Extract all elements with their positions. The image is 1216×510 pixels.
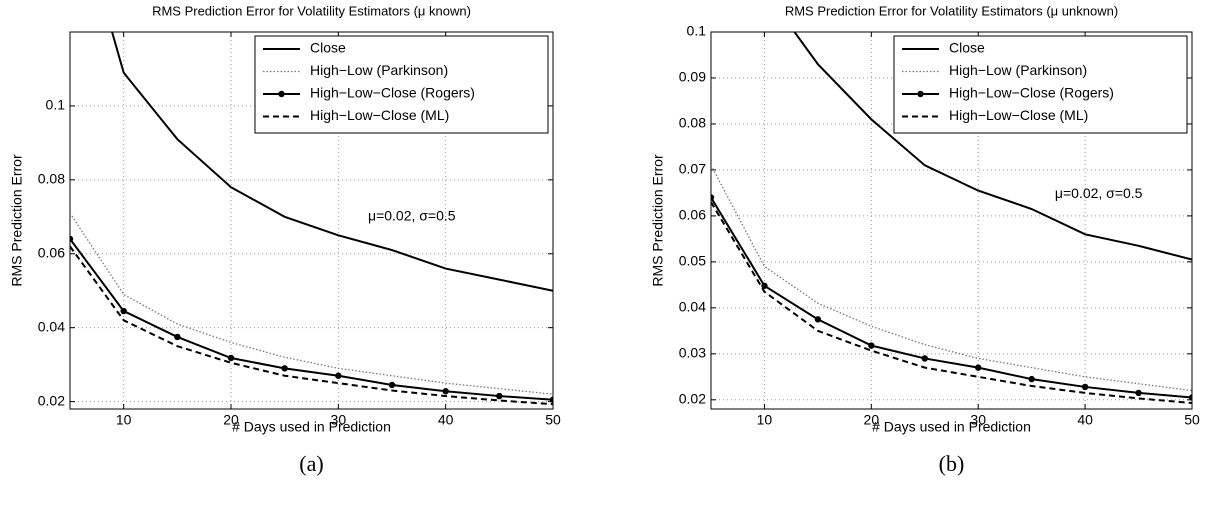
point-marker — [281, 365, 288, 372]
caption: (a) — [299, 451, 323, 476]
point-marker — [868, 342, 875, 349]
x-axis-label: # Days used in Prediction — [232, 419, 391, 435]
y-tick-label: 0.04 — [679, 299, 706, 315]
legend-label: High−Low (Parkinson) — [949, 62, 1087, 78]
legend-marker — [278, 90, 285, 98]
point-marker — [335, 372, 342, 379]
annotation: μ=0.02, σ=0.5 — [368, 207, 456, 223]
y-tick-label: 0.06 — [38, 244, 65, 260]
point-marker — [442, 388, 449, 395]
x-tick-label: 50 — [1184, 412, 1200, 428]
legend-label: High−Low−Close (Rogers) — [310, 85, 475, 101]
point-marker — [814, 316, 822, 323]
legend-box — [893, 35, 1188, 134]
series-line — [793, 32, 1192, 261]
legend-label: High−Low−Close (ML) — [310, 107, 449, 123]
y-tick-label: 0.09 — [679, 69, 706, 85]
point-marker — [388, 381, 396, 389]
legend-label: Close — [949, 40, 985, 56]
plot-frame — [710, 31, 1193, 410]
y-tick-label: 0.03 — [679, 345, 706, 361]
point-marker — [921, 355, 928, 362]
y-tick-label: 0.08 — [38, 171, 65, 187]
x-tick-label: 30 — [331, 412, 347, 428]
x-tick-label: 10 — [757, 412, 773, 428]
y-tick-label: 0.06 — [679, 207, 706, 223]
plot-area — [70, 32, 553, 406]
point-marker — [120, 307, 127, 315]
y-tick-label: 0.04 — [38, 318, 65, 334]
point-marker — [496, 392, 503, 400]
legend-marker — [917, 90, 924, 98]
x-tick-label: 20 — [223, 412, 239, 428]
legend-label: Close — [310, 40, 346, 56]
x-tick-label: 40 — [1077, 412, 1093, 428]
point-marker — [1081, 383, 1089, 391]
point-marker — [761, 282, 768, 289]
y-tick-label: 0.02 — [38, 392, 65, 408]
chart-title: RMS Prediction Error for Volatility Esti… — [152, 3, 471, 18]
point-marker — [1028, 375, 1035, 383]
x-tick-label: 20 — [864, 412, 880, 428]
plot-area — [711, 32, 1192, 405]
point-marker — [975, 364, 982, 371]
y-tick-label: 0.02 — [679, 391, 706, 407]
x-tick-label: 50 — [545, 412, 561, 428]
point-marker — [1188, 394, 1192, 401]
point-marker — [174, 333, 181, 341]
x-tick-label: 30 — [970, 412, 986, 428]
legend-box — [254, 35, 549, 134]
point-marker — [1135, 389, 1142, 397]
y-tick-label: 0.07 — [679, 161, 706, 177]
y-tick-label: 0.08 — [679, 115, 706, 131]
x-tick-label: 10 — [116, 412, 132, 428]
plot-frame — [69, 31, 554, 410]
series-line — [70, 212, 553, 395]
series-line — [70, 238, 553, 401]
series-line — [70, 245, 553, 406]
point-marker — [227, 354, 235, 362]
caption: (b) — [939, 451, 965, 476]
x-axis-label: # Days used in Prediction — [872, 419, 1031, 435]
point-marker — [711, 194, 715, 201]
series-line — [711, 196, 1192, 399]
y-tick-label: 0.05 — [679, 253, 706, 269]
point-marker — [70, 235, 74, 243]
series-line — [711, 201, 1192, 405]
chart-title: RMS Prediction Error for Volatility Esti… — [785, 3, 1118, 18]
legend-label: High−Low−Close (Rogers) — [949, 85, 1114, 101]
point-marker — [549, 396, 553, 403]
series-line — [111, 32, 553, 292]
legend-label: High−Low (Parkinson) — [310, 62, 448, 78]
annotation: μ=0.02, σ=0.5 — [1055, 185, 1143, 201]
x-tick-label: 40 — [438, 412, 454, 428]
y-axis-label: RMS Prediction Error — [9, 154, 25, 287]
y-tick-label: 0.1 — [687, 23, 707, 39]
y-tick-label: 0.1 — [46, 97, 66, 113]
legend-label: High−Low−Close (ML) — [949, 107, 1088, 123]
y-axis-label: RMS Prediction Error — [650, 154, 666, 287]
